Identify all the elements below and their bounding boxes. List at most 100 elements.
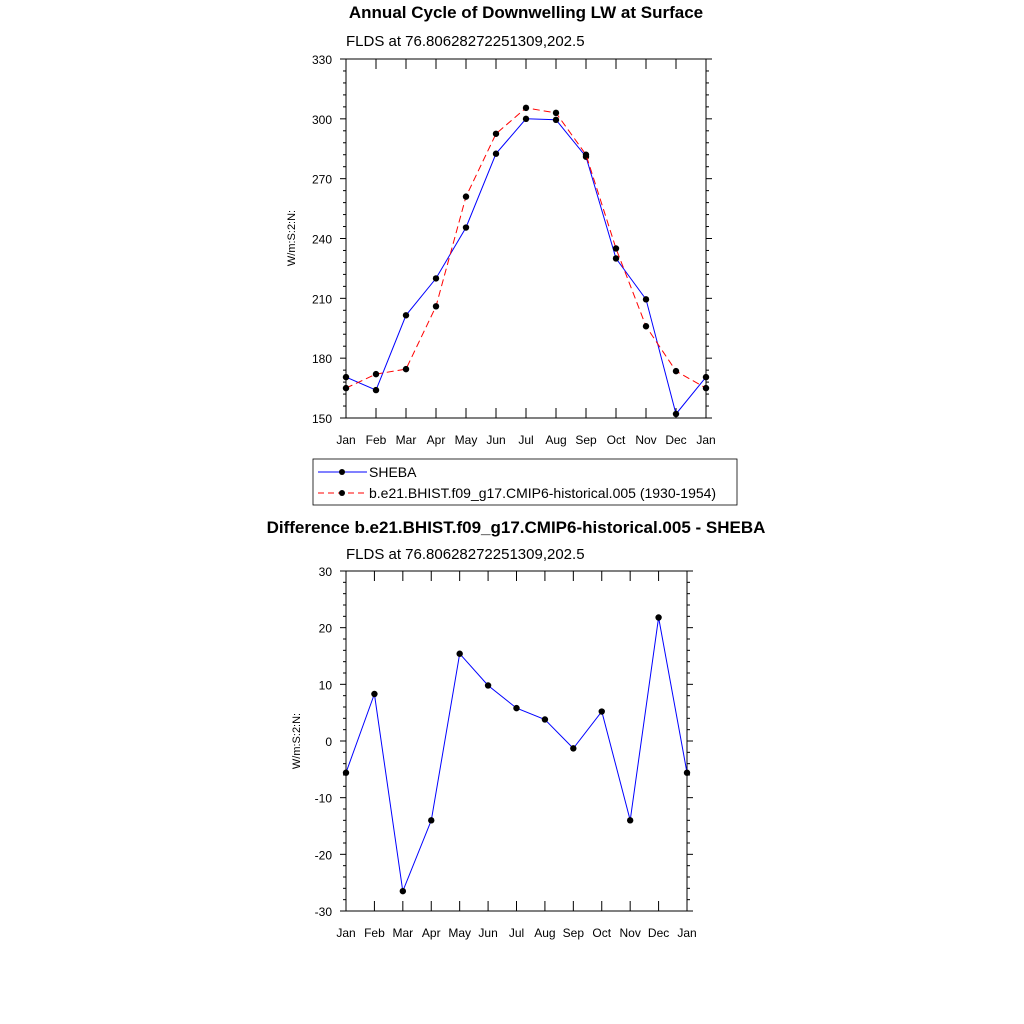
x-tick-label: Dec <box>648 926 669 940</box>
x-tick-label: May <box>448 926 471 940</box>
x-tick-label: Jul <box>509 926 524 940</box>
x-tick-label: Apr <box>427 433 446 447</box>
chart1-legend: SHEBA b.e21.BHIST.f09_g17.CMIP6-historic… <box>312 458 738 506</box>
chart1-plot-frame <box>345 58 707 419</box>
y-tick-label: 0 <box>325 735 332 749</box>
chart1-series-1-point <box>672 367 680 375</box>
y-tick-label: -20 <box>315 848 333 862</box>
x-tick-label: May <box>455 433 478 447</box>
chart2-series-0-point <box>428 817 435 824</box>
annual-cycle-chart: Annual Cycle of Downwelling LW at Surfac… <box>286 3 738 506</box>
y-tick-label: 180 <box>312 352 332 366</box>
legend-model-label: b.e21.BHIST.f09_g17.CMIP6-historical.005… <box>369 485 716 501</box>
chart1-series-1-point <box>552 109 560 117</box>
chart1-series-1-point <box>462 193 470 200</box>
chart1-series-1-point <box>642 323 650 330</box>
chart1-series-0-point <box>342 373 350 381</box>
chart2-series-0-point <box>598 708 605 715</box>
x-tick-label: Aug <box>545 433 566 447</box>
chart1-series-0-point <box>642 296 650 303</box>
x-tick-label: Jun <box>478 926 497 940</box>
chart2-series-0-point <box>570 745 577 752</box>
chart1-series-0-point <box>402 312 410 319</box>
x-tick-label: Jul <box>518 433 533 447</box>
chart1-series-1-point <box>342 384 350 392</box>
y-tick-label: 300 <box>312 113 332 127</box>
chart2-y-axis-label: W/m:S:2:N: <box>291 713 303 769</box>
y-tick-label: 210 <box>312 292 332 306</box>
chart2-series-0-point <box>541 716 549 723</box>
chart2-series-0-point <box>456 650 463 657</box>
chart1-series-1-point <box>492 130 500 137</box>
y-tick-label: -10 <box>315 792 333 806</box>
chart2-subtitle: FLDS at 76.80628272251309,202.5 <box>346 546 585 563</box>
chart2-series <box>342 614 691 895</box>
chart2-series-0-point <box>513 704 520 712</box>
chart2-series-0-point <box>626 817 634 824</box>
y-tick-label: 270 <box>312 173 332 187</box>
x-tick-label: Oct <box>607 433 626 447</box>
y-tick-label: 150 <box>312 412 332 426</box>
chart2-title: Difference b.e21.BHIST.f09_g17.CMIP6-his… <box>267 518 766 537</box>
chart1-series-1-point <box>402 365 410 373</box>
chart2-series-0-point <box>342 769 350 776</box>
x-tick-label: Nov <box>619 926 640 940</box>
chart1-series-1-point <box>582 151 590 158</box>
chart1-series-0-point <box>702 373 710 381</box>
chart2-series-0-point <box>683 769 691 776</box>
x-tick-label: Feb <box>366 433 387 447</box>
chart1-series <box>342 104 710 418</box>
difference-chart: Difference b.e21.BHIST.f09_g17.CMIP6-his… <box>267 518 766 940</box>
y-tick-label: 10 <box>319 678 333 692</box>
y-tick-label: 330 <box>312 53 332 67</box>
chart1-title: Annual Cycle of Downwelling LW at Surfac… <box>349 3 703 22</box>
chart1-series-0-point <box>672 410 680 418</box>
y-tick-label: 240 <box>312 233 332 247</box>
legend-box <box>312 458 738 506</box>
x-tick-label: Dec <box>665 433 686 447</box>
x-tick-label: Sep <box>563 926 585 940</box>
chart1-axes: Jan Feb Mar Apr May Jun Jul Aug Sep Oct Nov Dec Jan 1… <box>312 53 716 447</box>
chart1-series-1-point <box>702 384 710 392</box>
chart1-series-1-line <box>345 107 707 389</box>
chart1-series-1-point <box>522 104 530 112</box>
chart1-series-0-point <box>462 224 470 231</box>
x-tick-label: Jan <box>336 433 355 447</box>
chart1-series-1-point <box>612 245 620 252</box>
x-tick-label: Jan <box>677 926 696 940</box>
chart2-series-0-line <box>345 617 688 894</box>
x-tick-label: Jan <box>336 926 355 940</box>
x-tick-label: Mar <box>392 926 413 940</box>
chart1-series-0-point <box>522 115 530 123</box>
x-tick-label: Feb <box>364 926 385 940</box>
chart2-series-0-point <box>371 690 378 698</box>
x-tick-label: Nov <box>635 433 656 447</box>
x-tick-label: Sep <box>575 433 597 447</box>
y-tick-label: 30 <box>319 565 333 579</box>
x-tick-label: Jan <box>696 433 715 447</box>
x-tick-label: Jun <box>486 433 505 447</box>
chart1-series-0-point <box>432 275 440 282</box>
chart2-series-0-point <box>655 614 662 621</box>
x-tick-label: Aug <box>534 926 555 940</box>
chart1-series-0-point <box>612 255 620 262</box>
legend-model-marker <box>339 490 345 496</box>
legend-sheba-label: SHEBA <box>369 464 417 480</box>
chart2-axes: Jan Feb Mar Apr May Jun Jul Aug Sep Oct Nov Dec Jan-… <box>315 565 697 940</box>
chart1-subtitle: FLDS at 76.80628272251309,202.5 <box>346 33 585 50</box>
chart1-series-1-point <box>432 303 440 310</box>
chart2-series-0-point <box>484 682 492 689</box>
chart1-series-0-point <box>552 116 560 124</box>
x-tick-label: Oct <box>592 926 611 940</box>
chart2-plot-frame <box>345 570 688 912</box>
chart2-series-0-point <box>399 887 407 895</box>
legend-sheba-marker <box>339 469 345 475</box>
y-tick-label: -30 <box>315 905 333 919</box>
x-tick-label: Apr <box>422 926 441 940</box>
chart1-series-1-point <box>372 370 380 378</box>
chart1-y-axis-label: W/m:S:2:N: <box>286 210 298 266</box>
y-tick-label: 20 <box>319 622 333 636</box>
chart1-series-0-point <box>492 150 500 157</box>
chart1-series-0-point <box>372 386 380 394</box>
